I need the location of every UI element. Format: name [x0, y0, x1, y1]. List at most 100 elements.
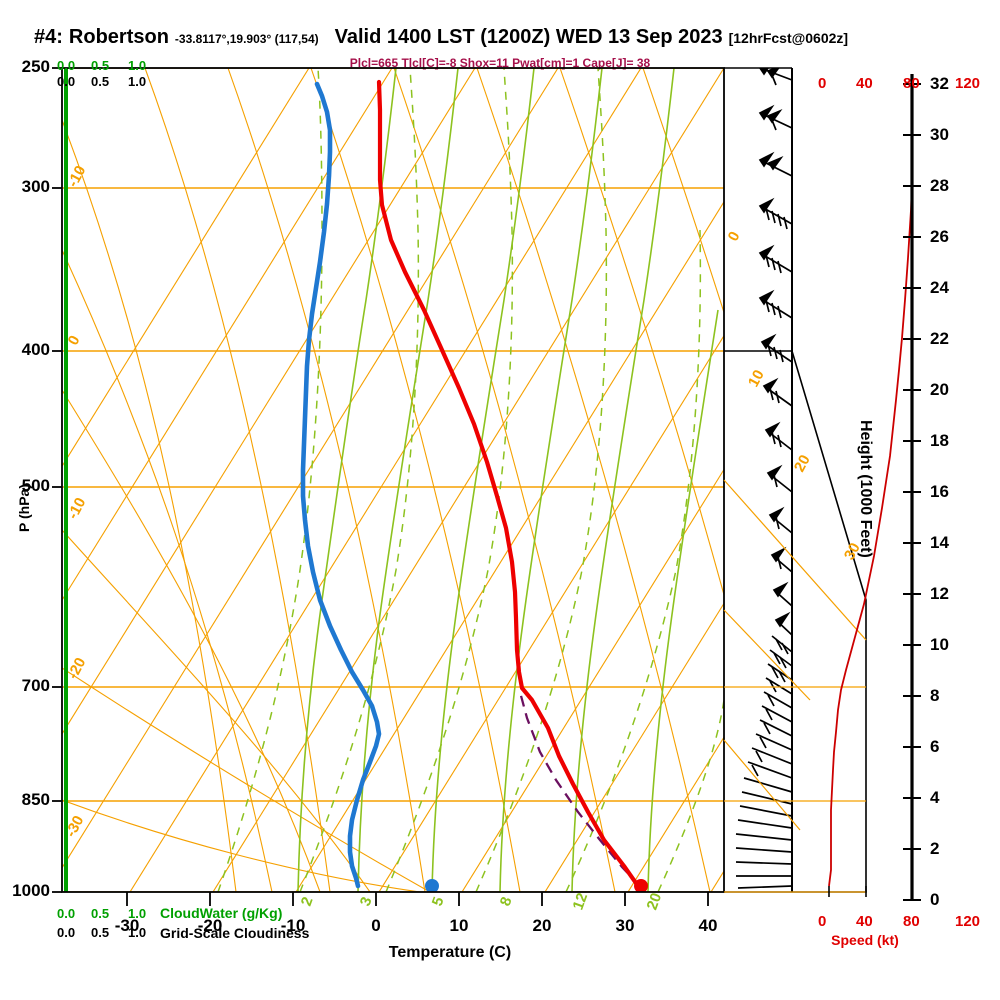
wind-barb: [758, 197, 793, 230]
cloudwater-top-tick-1: 0.5: [91, 58, 110, 73]
wind-barb: [763, 691, 793, 709]
height-tick-24: 24: [930, 278, 949, 297]
wind-barb: [766, 464, 793, 493]
cloudiness-top-tick-0: 0.0: [57, 74, 76, 89]
wind-barbs: [735, 68, 793, 889]
station-coords: -33.8117°,19.903° (117,54): [174, 32, 319, 46]
temperature-axis-ticks: [126, 892, 709, 906]
wind-barb: [735, 861, 793, 865]
forecast-tag: [12hrFcst@0602z]: [728, 30, 849, 46]
x-tick-40: 40: [698, 916, 718, 935]
y-tick-1000: 1000: [12, 881, 50, 900]
y-tick-850: 850: [21, 790, 50, 809]
y-tick-400: 400: [21, 340, 50, 359]
speed-top-tick-80: 80: [903, 75, 920, 92]
isobars: [62, 68, 724, 892]
wind-barb: [765, 677, 793, 695]
wind-barb: [741, 791, 793, 805]
x-tick-10: 10: [449, 916, 469, 935]
height-axis-title: Height (1000 Feet): [857, 420, 874, 558]
height-tick-18: 18: [930, 431, 949, 450]
dewpoint-curve: [300, 81, 382, 889]
speed-top-tick-120: 120: [955, 75, 981, 92]
valid-time: Valid 1400 LST (1200Z) WED 13 Sep 2023: [334, 26, 723, 48]
x-tick-30: 30: [615, 916, 635, 935]
x-axis-title: Temperature (C): [388, 944, 512, 961]
wind-barb: [758, 151, 793, 177]
x-tick-20: 20: [532, 916, 552, 935]
cloudwater-bottom-tick-1: 0.5: [91, 906, 110, 921]
grid-lines: [62, 68, 724, 892]
wind-panel-gridlines: [723, 479, 867, 893]
speed-panel: [828, 162, 912, 887]
y-tick-700: 700: [21, 676, 50, 695]
cloudiness-bottom-tick-0: 0.0: [57, 925, 76, 940]
speed-bottom-tick-80: 80: [903, 913, 920, 930]
height-tick-14: 14: [930, 533, 949, 552]
wind-barb: [771, 635, 793, 655]
height-tick-4: 4: [930, 788, 940, 807]
speed-axis-title: Speed (kt): [831, 932, 899, 948]
y-tick-300: 300: [21, 177, 50, 196]
height-tick-6: 6: [930, 737, 940, 756]
speed-axis-title-wrap: Speed (kt): [800, 932, 930, 950]
speed-top-tick-40: 40: [856, 75, 873, 92]
surface-temperature-marker: [634, 879, 648, 892]
height-axis-title-wrap: Height (1000 Feet): [856, 420, 874, 600]
x-tick--20: -20: [197, 916, 223, 935]
wind-barb: [747, 761, 793, 779]
height-tick-30: 30: [930, 125, 949, 144]
speed-bottom-tick-120: 120: [955, 913, 981, 930]
speed-top-tick-0: 0: [818, 75, 827, 92]
header: #4: Robertson -33.8117°,19.903° (117,54)…: [0, 26, 1000, 52]
isotherms: [62, 68, 724, 892]
pressure-axis-ticks: [52, 67, 62, 893]
cloudiness-bottom-tick-2: 1.0: [128, 925, 147, 940]
height-tick-32: 32: [930, 74, 949, 93]
height-tick-28: 28: [930, 176, 949, 195]
speed-bottom-tick-0: 0: [818, 913, 827, 930]
y-tick-250: 250: [21, 57, 50, 76]
wind-barb: [751, 747, 793, 765]
cloudiness-bottom-tick-1: 0.5: [91, 925, 110, 940]
cloudwater-top-tick-2: 1.0: [128, 58, 147, 73]
wind-barb: [767, 663, 793, 683]
wind-barb: [768, 506, 793, 534]
wind-barb: [737, 819, 793, 829]
wind-barb: [758, 289, 793, 319]
dry-adiabats: [62, 68, 724, 892]
wind-barb: [737, 885, 793, 889]
wind-panel-frame: [724, 67, 867, 893]
wind-barb: [735, 833, 793, 841]
height-tick-22: 22: [930, 329, 949, 348]
cloudiness-top-tick-2: 1.0: [128, 74, 147, 89]
wind-barb: [755, 733, 793, 751]
wind-barb: [758, 244, 793, 274]
wind-barb: [770, 546, 793, 573]
surface-dewpoint-marker: [425, 879, 439, 892]
cloudwater-axis-label: CloudWater (g/Kg): [160, 905, 283, 921]
data-curves: [300, 79, 648, 892]
stats-line: Plcl=665 Tlcl[C]=-8 Shox=11 Pwat[cm]=1 C…: [349, 56, 651, 70]
cloudiness-axis-label: Grid-Scale Cloudiness: [160, 925, 310, 941]
mixing-ratio-lines: [297, 68, 719, 892]
height-tick-16: 16: [930, 482, 949, 501]
wind-barb: [743, 777, 793, 793]
wind-barb: [760, 333, 793, 363]
wind-barb: [735, 847, 793, 853]
cloudwater-bottom-tick-2: 1.0: [128, 906, 147, 921]
height-tick-8: 8: [930, 686, 940, 705]
wind-barb: [761, 705, 793, 723]
wind-barb: [772, 581, 793, 607]
wind-barb: [769, 649, 793, 669]
wind-barb: [764, 421, 793, 451]
temperature-curve: [376, 79, 641, 889]
cloudwater-bottom-tick-0: 0.0: [57, 906, 76, 921]
height-tick-0: 0: [930, 890, 940, 909]
moist-adiabats: [217, 68, 724, 892]
cloudiness-top-tick-1: 0.5: [91, 74, 110, 89]
wind-barb: [758, 104, 793, 131]
wind-barb: [758, 68, 793, 86]
station-id: #4:: [34, 26, 63, 48]
